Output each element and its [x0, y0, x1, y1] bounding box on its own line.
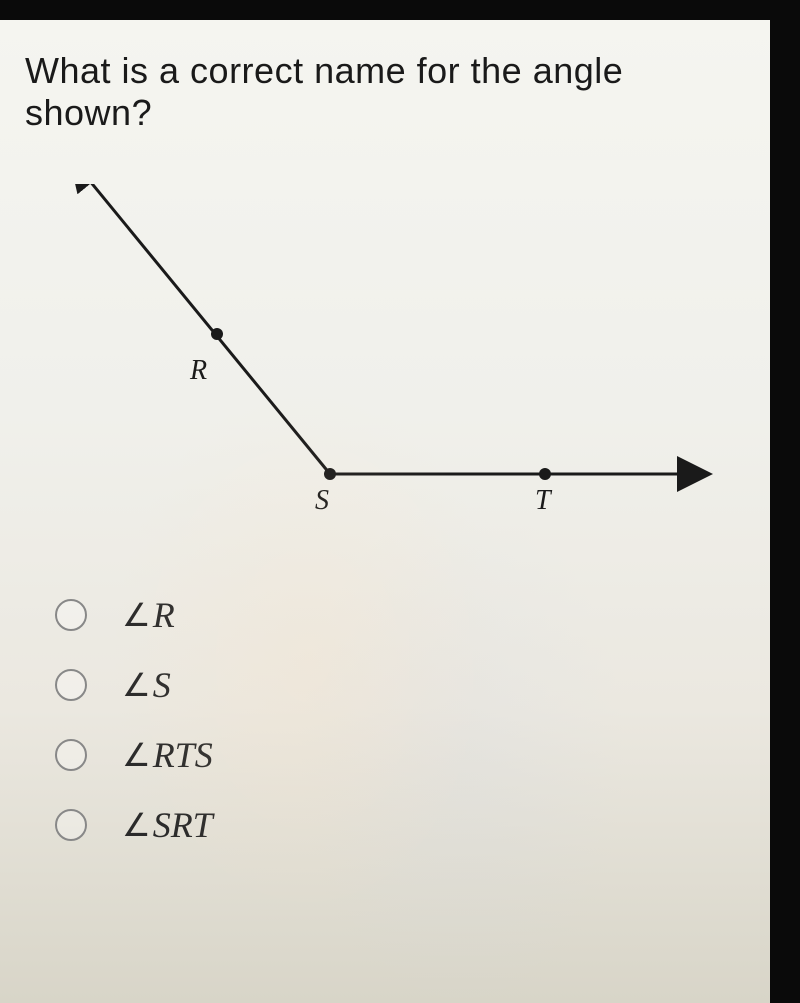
angle-icon: ∠ [122, 596, 151, 634]
option-label: ∠RTS [122, 734, 213, 776]
question-screen: What is a correct name for the angle sho… [0, 20, 770, 1003]
option-srt[interactable]: ∠SRT [55, 804, 745, 846]
angle-icon: ∠ [122, 666, 151, 704]
radio-button[interactable] [55, 669, 87, 701]
label-s: S [315, 485, 329, 516]
option-label: ∠S [122, 664, 171, 706]
option-r[interactable]: ∠R [55, 594, 745, 636]
label-t: T [535, 485, 553, 516]
ray-sr [80, 184, 330, 474]
option-label: ∠R [122, 594, 175, 636]
answer-options: ∠R ∠S ∠RTS ∠SRT [55, 594, 745, 846]
option-label: ∠SRT [122, 804, 213, 846]
point-t [539, 468, 551, 480]
point-r [211, 328, 223, 340]
angle-icon: ∠ [122, 806, 151, 844]
option-s[interactable]: ∠S [55, 664, 745, 706]
point-s [324, 468, 336, 480]
radio-button[interactable] [55, 739, 87, 771]
radio-button[interactable] [55, 599, 87, 631]
label-r: R [189, 355, 207, 386]
angle-diagram: R S T [25, 184, 725, 534]
radio-button[interactable] [55, 809, 87, 841]
angle-icon: ∠ [122, 736, 151, 774]
diagram-svg: R S T [25, 184, 725, 534]
question-text: What is a correct name for the angle sho… [25, 50, 745, 134]
option-rts[interactable]: ∠RTS [55, 734, 745, 776]
